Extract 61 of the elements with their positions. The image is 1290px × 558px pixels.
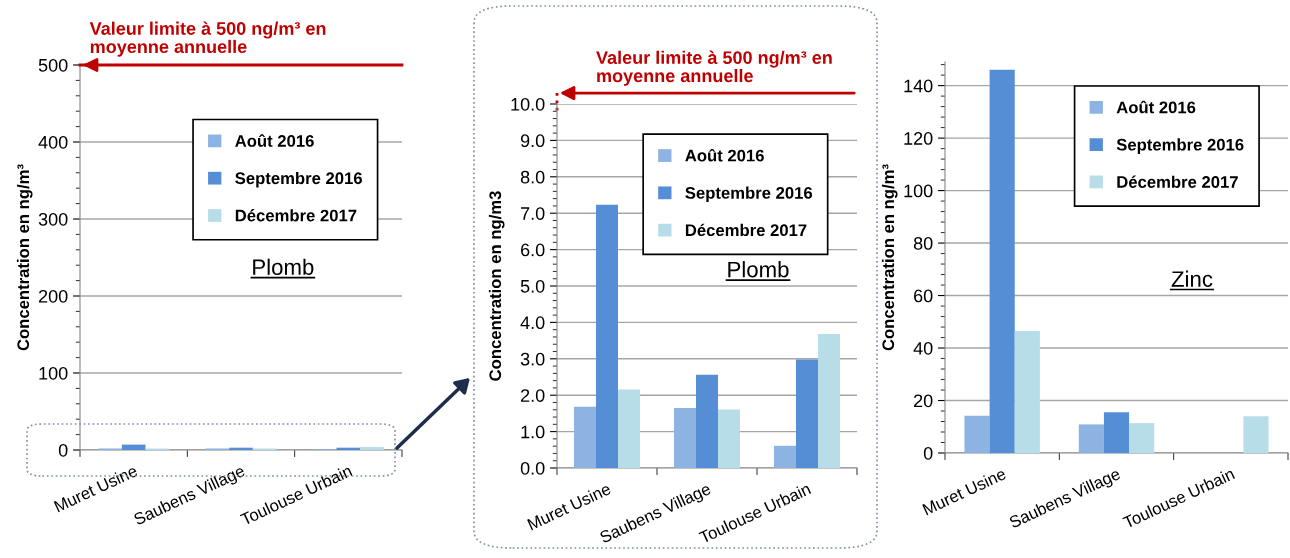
y-tick-label: 0 bbox=[923, 446, 933, 460]
bar bbox=[774, 445, 796, 468]
y-tick-label: 0.0 bbox=[520, 461, 545, 475]
bar bbox=[596, 204, 618, 468]
y-tick-label: 400 bbox=[38, 135, 68, 149]
legend-label: Décembre 2017 bbox=[685, 223, 807, 237]
legend-label: Septembre 2016 bbox=[1116, 138, 1244, 154]
bar bbox=[796, 359, 818, 468]
y-tick-label: 2.0 bbox=[521, 389, 545, 402]
y-tick-label: 60 bbox=[914, 289, 933, 303]
y-tick-label: 9.0 bbox=[520, 134, 545, 148]
y-tick-label: 1.0 bbox=[521, 425, 545, 439]
y-tick-label: 80 bbox=[913, 237, 933, 250]
y-tick-label: 140 bbox=[904, 79, 933, 93]
y-tick-label: 5.0 bbox=[520, 279, 545, 293]
annotation: Plomb bbox=[253, 258, 314, 276]
y-tick-label: 8.0 bbox=[520, 170, 545, 184]
y-tick-label: 0 bbox=[58, 443, 68, 457]
y-tick-label: 6.0 bbox=[521, 243, 545, 257]
y-tick-label: 300 bbox=[38, 212, 68, 226]
annotation: Zinc bbox=[1171, 270, 1213, 287]
legend-label: Septembre 2016 bbox=[685, 186, 813, 203]
legend-label: Septembre 2016 bbox=[235, 171, 362, 188]
annotation: Plomb bbox=[728, 261, 789, 278]
bar bbox=[696, 374, 718, 468]
text: Valeur limite à 500 ng/m³ en moyenne annuelle bbox=[596, 50, 832, 86]
legend-label: Août 2016 bbox=[235, 134, 314, 147]
y-tick-label: 20 bbox=[914, 394, 933, 408]
y-axis-title: Concentration en ng/m3 bbox=[488, 191, 505, 381]
x-tick-label: Muret Usine bbox=[921, 467, 1007, 516]
bar bbox=[1103, 412, 1130, 453]
y-tick-label: 7.0 bbox=[521, 207, 545, 220]
x-tick-label: Muret Usine bbox=[53, 464, 139, 513]
bar bbox=[1129, 423, 1155, 453]
bar bbox=[1014, 330, 1040, 453]
legend-label: Août 2016 bbox=[685, 148, 764, 162]
bar bbox=[618, 389, 640, 468]
y-tick-label: 100 bbox=[904, 184, 933, 198]
y-tick-label: 4.0 bbox=[520, 316, 545, 330]
y-tick-label: 500 bbox=[38, 58, 68, 72]
ref-line-label: Valeur limite à 500 ng/m³ en moyenne annuelle bbox=[89, 21, 326, 57]
legend-label: Décembre 2017 bbox=[235, 209, 357, 222]
legend-label: Décembre 2017 bbox=[1117, 175, 1238, 188]
y-tick-label: 120 bbox=[904, 132, 933, 145]
y-tick-label: 10.0 bbox=[511, 97, 545, 111]
legend-label: Août 2016 bbox=[1116, 100, 1196, 114]
bar bbox=[989, 69, 1015, 453]
bar bbox=[1243, 416, 1269, 453]
bar bbox=[964, 415, 990, 453]
bar bbox=[1078, 424, 1104, 453]
bar bbox=[674, 407, 696, 468]
bar bbox=[818, 334, 840, 468]
y-tick-label: 200 bbox=[38, 289, 68, 303]
y-axis-title: Concentration en ng/m³ bbox=[881, 164, 898, 351]
bar bbox=[718, 409, 740, 468]
bar bbox=[574, 406, 596, 468]
y-tick-label: 40 bbox=[913, 341, 933, 355]
y-tick-label: 3.0 bbox=[520, 352, 545, 366]
y-tick-label: 100 bbox=[39, 366, 68, 380]
x-tick-label: Muret Usine bbox=[526, 482, 612, 531]
y-axis-title: Concentration en ng/m³ bbox=[16, 164, 33, 351]
